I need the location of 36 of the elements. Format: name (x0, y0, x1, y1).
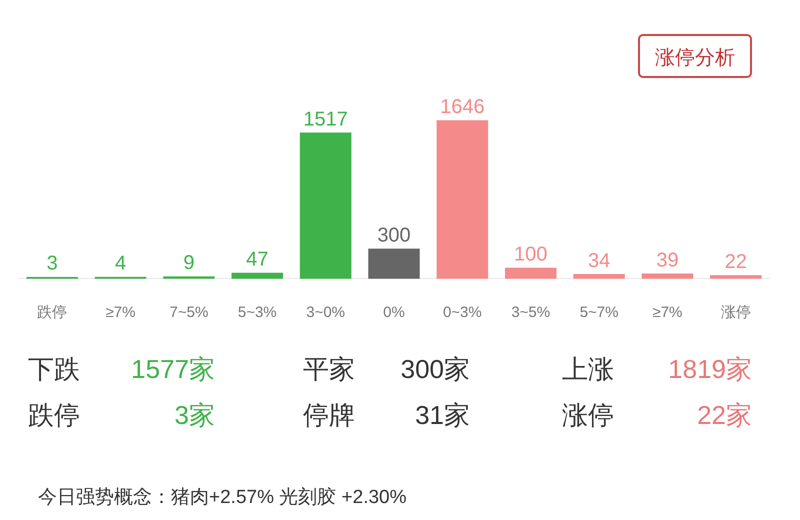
x-tick-label: 3~0% (306, 304, 346, 321)
data-label: 1517 (303, 108, 348, 130)
data-label: 3 (46, 252, 58, 275)
data-label: 9 (183, 252, 194, 274)
data-label: 1646 (440, 96, 485, 118)
text: 今日强势概念：猪肉+2.57% 光刻胶 +2.30% (38, 486, 407, 508)
text: 停牌 (303, 400, 355, 430)
data-label: 34 (588, 250, 610, 272)
text: 1577家 (131, 354, 215, 384)
text: 1819家 (668, 354, 752, 384)
text: 涨停 (562, 400, 614, 430)
x-tick-label: ≥7% (106, 304, 136, 321)
data-label: 100 (514, 243, 548, 266)
data-label: 4 (114, 252, 126, 275)
data-label: 39 (656, 249, 679, 272)
text: 300家 (400, 354, 470, 384)
data-label: 47 (246, 248, 268, 271)
text: 上涨 (562, 354, 614, 384)
text: 3家 (174, 400, 215, 430)
x-tick-label: 5~3% (238, 304, 277, 321)
data-label: 300 (377, 224, 411, 246)
x-tick-label: 0% (383, 304, 405, 321)
x-tick-label: 3~5% (511, 304, 550, 321)
x-tick-label: 0~3% (442, 304, 482, 321)
text: 平家 (303, 354, 355, 384)
data-label: 22 (724, 250, 747, 273)
x-tick-label: 涨停 (720, 304, 751, 321)
text: 涨停分析 (655, 47, 735, 69)
text: 下跌 (28, 354, 80, 384)
x-tick-label: 7~5% (170, 304, 208, 321)
text: 31家 (415, 400, 470, 430)
x-tick-label: 5~7% (580, 304, 618, 321)
x-tick-label: ≥7% (652, 304, 682, 321)
text: 22家 (697, 400, 752, 430)
text: 跌停 (28, 400, 80, 430)
x-tick-label: 跌停 (37, 304, 68, 321)
